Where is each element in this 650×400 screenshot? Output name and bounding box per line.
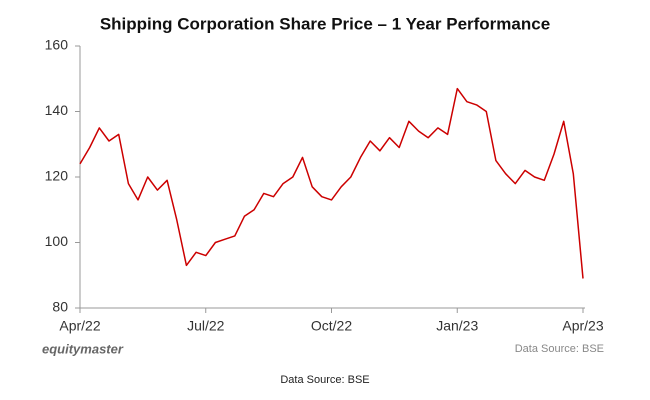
y-tick-label: 120 <box>45 168 69 184</box>
x-tick-label: Jan/23 <box>436 318 478 334</box>
watermark: equitymaster <box>42 341 124 356</box>
x-tick-label: Apr/23 <box>562 318 603 334</box>
chart-title: Shipping Corporation Share Price – 1 Yea… <box>100 14 550 33</box>
y-tick-label: 140 <box>45 102 69 118</box>
y-tick-label: 160 <box>45 37 69 53</box>
y-tick-label: 80 <box>52 299 68 315</box>
x-tick-label: Apr/22 <box>59 318 100 334</box>
y-tick-label: 100 <box>45 233 69 249</box>
x-tick-label: Oct/22 <box>311 318 352 334</box>
x-tick-label: Jul/22 <box>187 318 225 334</box>
price-line <box>79 87 584 279</box>
caption: Data Source: BSE <box>280 374 369 386</box>
source-note: Data Source: BSE <box>515 343 604 355</box>
